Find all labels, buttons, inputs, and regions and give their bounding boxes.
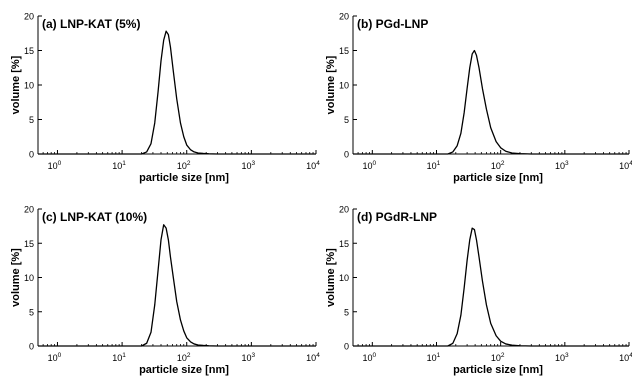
x-tick-label: 102: [177, 160, 191, 171]
x-tick-label: 104: [619, 160, 632, 171]
x-axis-label: particle size [nm]: [139, 364, 229, 376]
x-tick-label: 103: [242, 160, 256, 171]
panel-title: (a) LNP-KAT (5%): [42, 17, 140, 31]
distribution-line: [353, 227, 629, 347]
panel-title: (d) PGdR-LNP: [357, 210, 437, 224]
x-tick-label: 104: [306, 352, 320, 363]
y-tick-label: 0: [29, 150, 34, 160]
y-tick-label: 0: [344, 342, 349, 352]
y-tick-label: 15: [339, 46, 349, 56]
y-tick-label: 15: [24, 239, 34, 249]
y-tick-label: 5: [29, 115, 34, 125]
distribution-line: [38, 30, 316, 155]
x-axis-label: particle size [nm]: [453, 364, 543, 376]
x-tick-label: 100: [48, 160, 62, 171]
x-axis-label: particle size [nm]: [139, 172, 229, 184]
y-tick-label: 0: [29, 342, 34, 352]
y-axis-label: volume [%]: [325, 248, 337, 307]
y-tick-label: 10: [339, 273, 349, 283]
y-tick-label: 20: [24, 205, 34, 215]
chart-panel: 0 5 10 15 20 100 101 102 103 104 (a) LNP-KAT (5%) p…: [10, 12, 320, 185]
y-tick-label: 10: [24, 273, 34, 283]
chart-panel: 0 5 10 15 20 100 101 102 103 104 (b) PGd-LNP partic…: [325, 12, 632, 185]
panel-title: (b) PGd-LNP: [357, 17, 428, 31]
y-tick-label: 0: [344, 150, 349, 160]
distribution-line: [38, 224, 316, 347]
x-tick-label: 103: [242, 352, 256, 363]
y-axis-label: volume [%]: [10, 55, 22, 114]
y-axis-label: volume [%]: [325, 55, 337, 114]
y-tick-label: 5: [344, 115, 349, 125]
y-axis-label: volume [%]: [10, 248, 22, 307]
x-axis-label: particle size [nm]: [453, 172, 543, 184]
chart-panel: 0 5 10 15 20 100 101 102 103 104 (d) PGdR-LNP parti…: [325, 205, 632, 377]
y-tick-label: 10: [339, 81, 349, 91]
x-tick-label: 100: [362, 160, 376, 171]
x-tick-label: 103: [555, 352, 569, 363]
x-tick-label: 104: [306, 160, 320, 171]
x-tick-label: 102: [491, 352, 505, 363]
distribution-line: [353, 49, 629, 155]
y-tick-label: 15: [339, 239, 349, 249]
x-tick-label: 100: [362, 352, 376, 363]
x-tick-label: 101: [427, 160, 441, 171]
y-tick-label: 5: [344, 307, 349, 317]
x-tick-label: 102: [177, 352, 191, 363]
y-tick-label: 10: [24, 81, 34, 91]
y-tick-label: 20: [24, 12, 34, 22]
x-tick-label: 100: [48, 352, 62, 363]
x-tick-label: 102: [491, 160, 505, 171]
x-tick-label: 104: [619, 352, 632, 363]
x-tick-label: 101: [427, 352, 441, 363]
y-tick-label: 5: [29, 307, 34, 317]
y-tick-label: 20: [339, 205, 349, 215]
x-tick-label: 101: [112, 160, 126, 171]
panel-title: (c) LNP-KAT (10%): [42, 210, 147, 224]
x-tick-label: 103: [555, 160, 569, 171]
y-tick-label: 20: [339, 12, 349, 22]
chart-panel: 0 5 10 15 20 100 101 102 103 104 (c) LNP-KAT (10%)…: [10, 205, 320, 377]
x-tick-label: 101: [112, 352, 126, 363]
y-tick-label: 15: [24, 46, 34, 56]
